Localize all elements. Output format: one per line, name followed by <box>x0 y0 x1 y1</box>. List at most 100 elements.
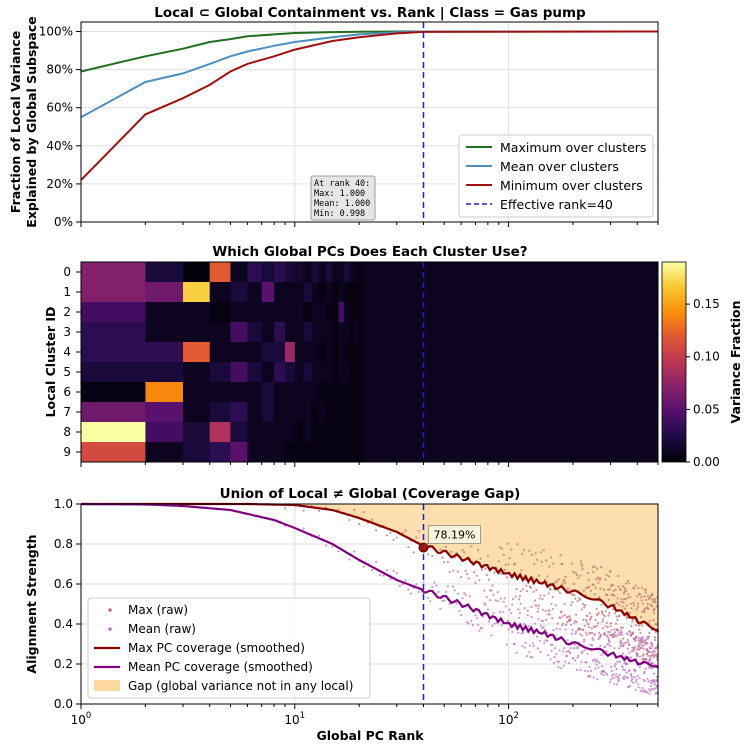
mean-raw-point <box>560 667 563 670</box>
mean-raw-point <box>616 660 619 663</box>
panel1-ytick-label: 60% <box>46 101 73 115</box>
max-raw-point <box>431 554 434 557</box>
panel3-y-ticks: 0.0 0.2 0.4 0.6 0.8 1.0 <box>54 497 81 711</box>
max-raw-point <box>642 641 645 644</box>
max-raw-point <box>536 558 539 561</box>
max-raw-point <box>557 578 561 581</box>
heatmap-row-label: 1 <box>63 285 71 299</box>
mean-raw-point <box>592 676 595 679</box>
max-raw-point <box>554 604 557 607</box>
mean-raw-point <box>634 670 637 673</box>
heatmap-cell <box>326 442 333 463</box>
mean-raw-point <box>537 617 540 621</box>
max-raw-point <box>627 582 631 585</box>
mean-raw-point <box>628 684 632 688</box>
max-raw-point <box>579 560 583 563</box>
mean-raw-point <box>653 683 656 686</box>
max-raw-point <box>582 589 586 592</box>
heatmap-cell <box>209 262 231 283</box>
heatmap-cell <box>81 362 146 383</box>
mean-raw-point <box>468 595 472 598</box>
max-raw-point <box>629 602 632 606</box>
max-raw-point <box>644 607 647 610</box>
heatmap-cell <box>247 262 263 283</box>
heatmap-cell <box>326 422 333 443</box>
mean-raw-point <box>499 597 502 600</box>
panel3-ytick-label: 1.0 <box>54 497 73 511</box>
heatmap-cell <box>145 262 184 283</box>
heatmap-cell <box>349 382 355 403</box>
heatmap-cell <box>230 322 248 343</box>
heatmap-cell <box>261 342 275 363</box>
max-raw-point <box>575 573 579 577</box>
mean-raw-point <box>594 660 597 663</box>
mean-raw-point <box>649 666 652 669</box>
heatmap-cell <box>354 322 360 343</box>
mean-raw-point <box>576 656 579 659</box>
heatmap-cell <box>81 302 146 323</box>
mean-raw-point <box>435 584 438 587</box>
max-raw-point <box>651 592 654 596</box>
heatmap-cell <box>303 262 313 283</box>
max-raw-point <box>353 508 356 511</box>
max-raw-point <box>644 591 648 594</box>
mean-raw-point <box>597 638 600 641</box>
mean-raw-point <box>589 669 593 672</box>
max-raw-point <box>613 628 616 631</box>
heatmap-cell <box>183 382 211 403</box>
mean-raw-point <box>646 652 649 655</box>
max-raw-point <box>591 566 595 569</box>
mean-raw-point <box>635 635 638 638</box>
mean-raw-point <box>564 660 567 663</box>
mean-raw-point <box>558 628 562 631</box>
heatmap-cell <box>349 302 355 323</box>
max-raw-point <box>632 604 636 607</box>
max-raw-point <box>588 585 591 589</box>
mean-raw-point <box>652 653 655 656</box>
heatmap-cell <box>274 322 286 343</box>
max-raw-point <box>463 551 466 554</box>
max-raw-point <box>536 610 539 613</box>
max-raw-point <box>486 554 489 557</box>
max-raw-point <box>589 617 592 620</box>
max-raw-point <box>652 611 655 615</box>
panel3-ytick-label: 0.4 <box>54 617 73 631</box>
mean-raw-point <box>626 638 629 642</box>
heatmap-cell <box>303 282 313 303</box>
mean-raw-point <box>562 664 565 667</box>
panel1-series-line-2 <box>80 30 659 181</box>
max-raw-point <box>607 598 610 602</box>
heatmap-cell <box>303 362 313 383</box>
mean-raw-point <box>591 637 594 640</box>
mean-raw-point <box>448 602 451 605</box>
max-raw-point <box>541 598 544 601</box>
mean-raw-point <box>540 624 543 627</box>
mean-raw-point <box>596 660 599 663</box>
max-raw-point <box>621 626 625 629</box>
max-raw-point <box>572 582 576 586</box>
heatmap-cell <box>319 442 327 463</box>
heatmap-row-label: 2 <box>63 305 71 319</box>
heatmap-cell <box>338 362 345 383</box>
heatmap-cell <box>230 302 248 323</box>
legend-gap: Gap (global variance not in any local) <box>128 679 353 693</box>
heatmap-cell <box>294 302 304 323</box>
max-raw-point <box>580 608 583 611</box>
max-raw-point <box>579 598 582 601</box>
mean-raw-point <box>496 600 499 603</box>
mean-raw-point <box>592 638 595 642</box>
heatmap-cells <box>81 262 658 463</box>
max-raw-point <box>602 618 605 621</box>
panel1-ylabel-line1: Fraction of Local Variance <box>8 31 23 213</box>
mean-raw-point <box>636 683 640 686</box>
mean-raw-point <box>579 668 582 672</box>
max-raw-point <box>584 631 588 634</box>
mean-raw-point <box>606 673 609 676</box>
heatmap-cell <box>311 342 320 363</box>
max-raw-point <box>614 612 617 615</box>
mean-raw-point <box>626 633 629 636</box>
max-raw-point <box>543 578 547 581</box>
mean-raw-point <box>618 660 622 663</box>
mean-raw-point <box>500 624 503 627</box>
panel-heatmap: Which Global PCs Does Each Cluster Use? … <box>43 244 743 469</box>
